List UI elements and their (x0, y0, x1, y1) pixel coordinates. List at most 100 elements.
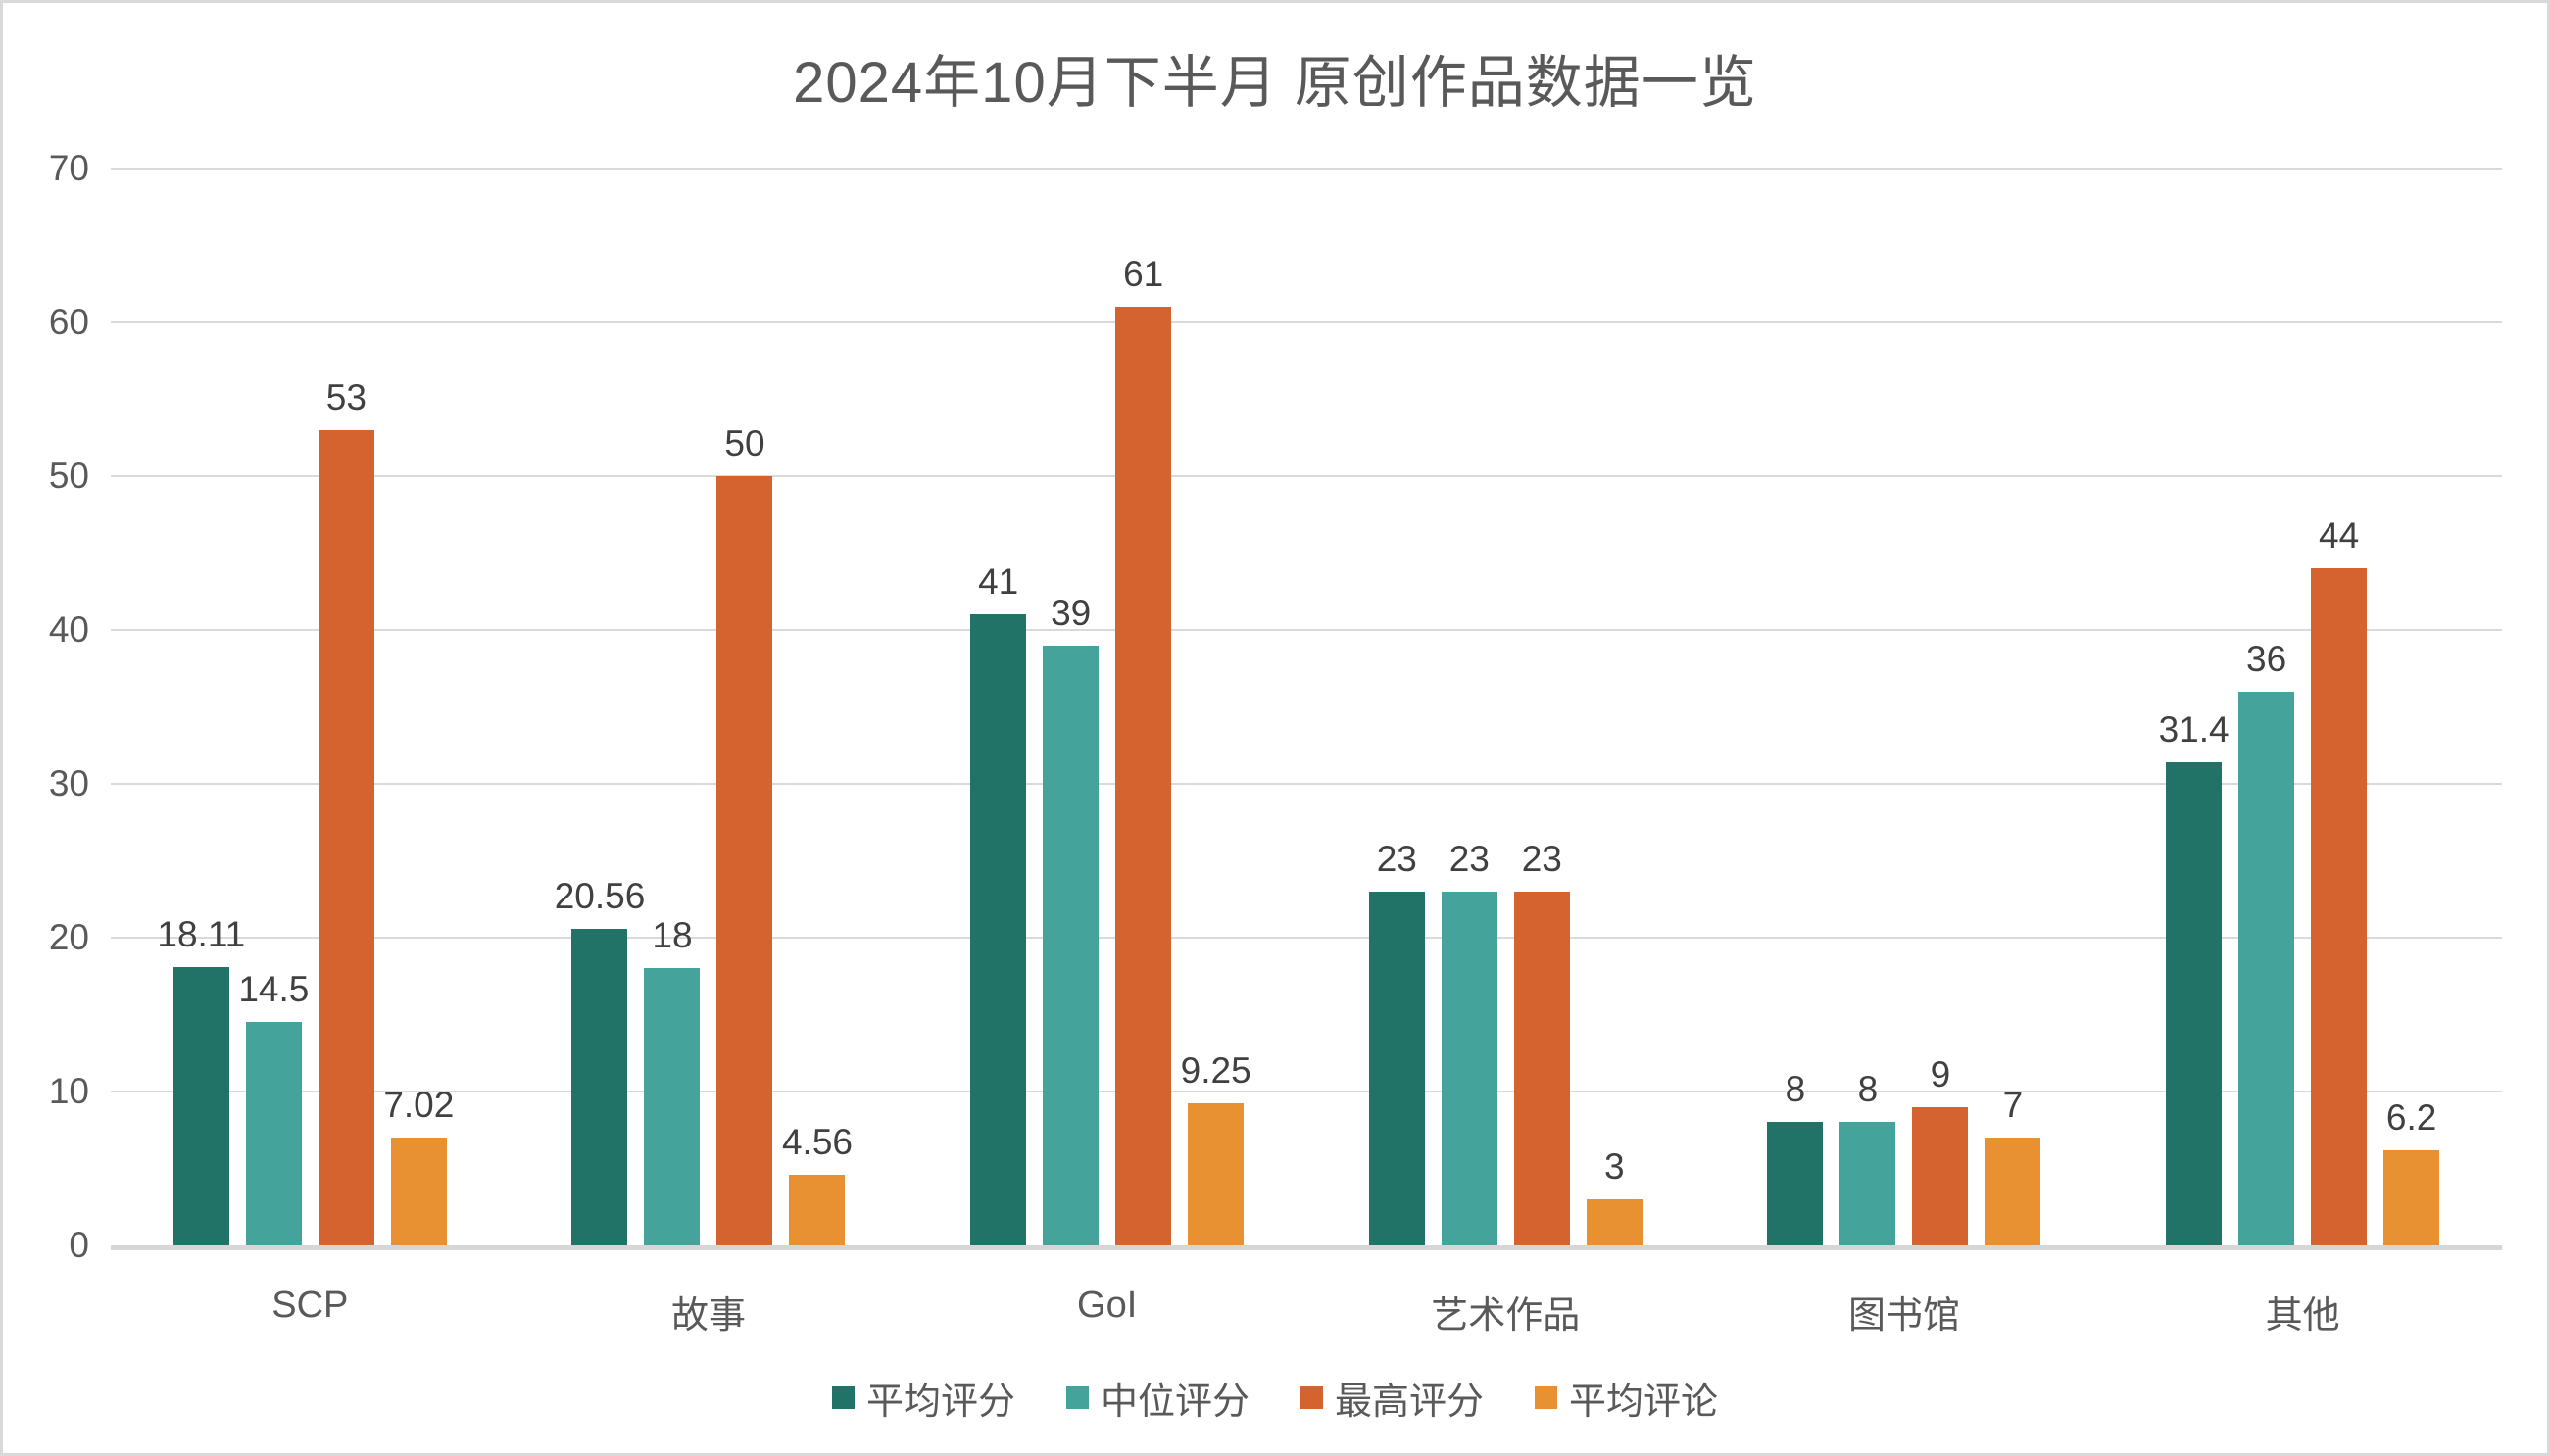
x-axis-category-label: 其他 (2265, 1295, 2340, 1336)
y-axis-tick-label: 20 (48, 917, 89, 957)
bar-value-label: 61 (1123, 254, 1164, 294)
bar-value-label: 44 (2319, 515, 2360, 556)
bar-col: 18 (644, 915, 701, 1245)
bar-平均评论-GoI (1188, 1103, 1245, 1245)
bar-平均评分-故事 (571, 929, 628, 1245)
bar-平均评分-SCP (172, 967, 229, 1245)
legend-label: 最高评分 (1335, 1382, 1485, 1423)
bar-平均评分-GoI (970, 614, 1027, 1245)
x-axis-baseline (111, 1245, 2502, 1250)
y-axis-tick-label: 10 (48, 1071, 89, 1111)
bar-value-label: 4.56 (781, 1122, 853, 1162)
bar-col: 4.56 (782, 1122, 853, 1245)
bar-group-图书馆: 8 8 9 7 (1767, 1054, 2041, 1245)
x-axis-category-label: 图书馆 (1847, 1295, 1960, 1336)
bar-value-label: 20.56 (554, 876, 646, 916)
bar-col: 20.56 (555, 876, 645, 1245)
bar-最高评分-SCP (318, 430, 374, 1245)
bar-value-label: 41 (978, 561, 1019, 602)
legend: 平均评分 中位评分 最高评分 平均评论 (3, 1371, 2547, 1425)
bar-value-label: 53 (325, 377, 367, 417)
x-axis-category-label: SCP (271, 1285, 349, 1326)
bar-col: 8 (1839, 1069, 1896, 1245)
bar-平均评分-图书馆 (1767, 1122, 1824, 1245)
bar-value-label: 3 (1604, 1146, 1625, 1187)
bar-中位评分-SCP (245, 1022, 302, 1245)
bar-最高评分-故事 (716, 476, 773, 1245)
bar-col: 18.11 (157, 914, 245, 1245)
bar-value-label: 23 (1521, 839, 1562, 879)
gridline (111, 629, 2502, 631)
bar-col: 23 (1441, 839, 1497, 1245)
x-axis-category-label: 故事 (670, 1295, 746, 1336)
bar-group-故事: 20.56 18 50 4.56 (555, 423, 853, 1245)
bar-中位评分-图书馆 (1839, 1122, 1896, 1245)
legend-item-最高评分: 最高评分 (1300, 1371, 1484, 1425)
bar-col: 14.5 (238, 969, 309, 1245)
plot-area: 18.11 14.5 53 7.02 20.56 18 50 4.56 41 3 9 61 9.25 23… (111, 3, 2502, 1245)
bar-col: 41 (970, 561, 1027, 1245)
x-axis-category-label: GoI (1077, 1285, 1138, 1326)
bar-col: 9 (1912, 1054, 1969, 1245)
gridline (111, 937, 2502, 939)
y-axis-tick-label: 30 (48, 763, 89, 803)
gridline (111, 321, 2502, 323)
y-axis-tick-label: 70 (48, 148, 89, 188)
bar-col: 53 (318, 377, 374, 1245)
bar-平均评论-图书馆 (1985, 1138, 2041, 1245)
legend-label: 平均评分 (865, 1382, 1015, 1423)
bar-col: 31.4 (2159, 709, 2230, 1245)
bar-col: 3 (1586, 1146, 1643, 1245)
bar-col: 61 (1115, 254, 1172, 1245)
legend-item-平均评论: 平均评论 (1535, 1371, 1718, 1425)
chart-title: 2024年10月下半月 原创作品数据一览 (793, 51, 1757, 115)
bar-col: 50 (716, 423, 773, 1245)
bar-value-label: 18 (652, 915, 693, 955)
bar-中位评分-艺术作品 (1441, 892, 1497, 1245)
bar-平均评论-SCP (390, 1138, 447, 1245)
bar-value-label: 9 (1930, 1054, 1951, 1094)
y-axis-tick-label: 0 (69, 1225, 89, 1265)
bar-value-label: 36 (2246, 639, 2287, 679)
gridline (111, 168, 2502, 170)
bar-value-label: 6.2 (2385, 1097, 2437, 1138)
bar-col: 7 (1985, 1085, 2041, 1245)
bar-value-label: 7.02 (383, 1085, 455, 1125)
bar-value-label: 31.4 (2158, 709, 2230, 750)
bar-最高评分-艺术作品 (1513, 892, 1570, 1245)
bar-中位评分-其他 (2238, 692, 2295, 1245)
legend-item-中位评分: 中位评分 (1065, 1371, 1250, 1425)
bar-中位评分-GoI (1043, 646, 1100, 1245)
x-axis: SCP 故事 GoI 艺术作品 图书馆 其他 (111, 1285, 2502, 1338)
y-axis-tick-label: 60 (48, 302, 89, 342)
bar-value-label: 14.5 (238, 969, 310, 1009)
bar-col: 23 (1513, 839, 1570, 1245)
gridline (111, 475, 2502, 477)
bar-value-label: 23 (1448, 839, 1490, 879)
bar-最高评分-GoI (1115, 307, 1172, 1245)
legend-color-swatch-icon (831, 1386, 855, 1409)
bar-value-label: 23 (1376, 839, 1417, 879)
legend-color-swatch-icon (1065, 1386, 1089, 1409)
gridline (111, 783, 2502, 785)
bar-col: 6.2 (2383, 1097, 2440, 1245)
legend-label: 中位评分 (1100, 1382, 1250, 1423)
bar-平均评分-艺术作品 (1368, 892, 1425, 1245)
bar-value-label: 50 (724, 423, 765, 463)
bar-value-label: 8 (1785, 1069, 1806, 1109)
bar-col: 36 (2238, 639, 2295, 1245)
y-axis-tick-label: 50 (48, 456, 89, 496)
bar-最高评分-图书馆 (1912, 1107, 1969, 1245)
bar-col: 8 (1767, 1069, 1824, 1245)
bar-平均评论-故事 (789, 1175, 846, 1245)
legend-color-swatch-icon (1535, 1386, 1558, 1409)
bar-group-艺术作品: 23 23 23 3 (1368, 839, 1643, 1245)
legend-item-平均评分: 平均评分 (831, 1371, 1015, 1425)
bar-最高评分-其他 (2311, 568, 2368, 1245)
bar-中位评分-故事 (644, 968, 701, 1245)
bar-col: 44 (2311, 515, 2368, 1245)
bar-col: 9.25 (1181, 1050, 1251, 1245)
x-axis-category-label: 艺术作品 (1431, 1295, 1581, 1336)
bar-平均评分-其他 (2166, 762, 2223, 1245)
